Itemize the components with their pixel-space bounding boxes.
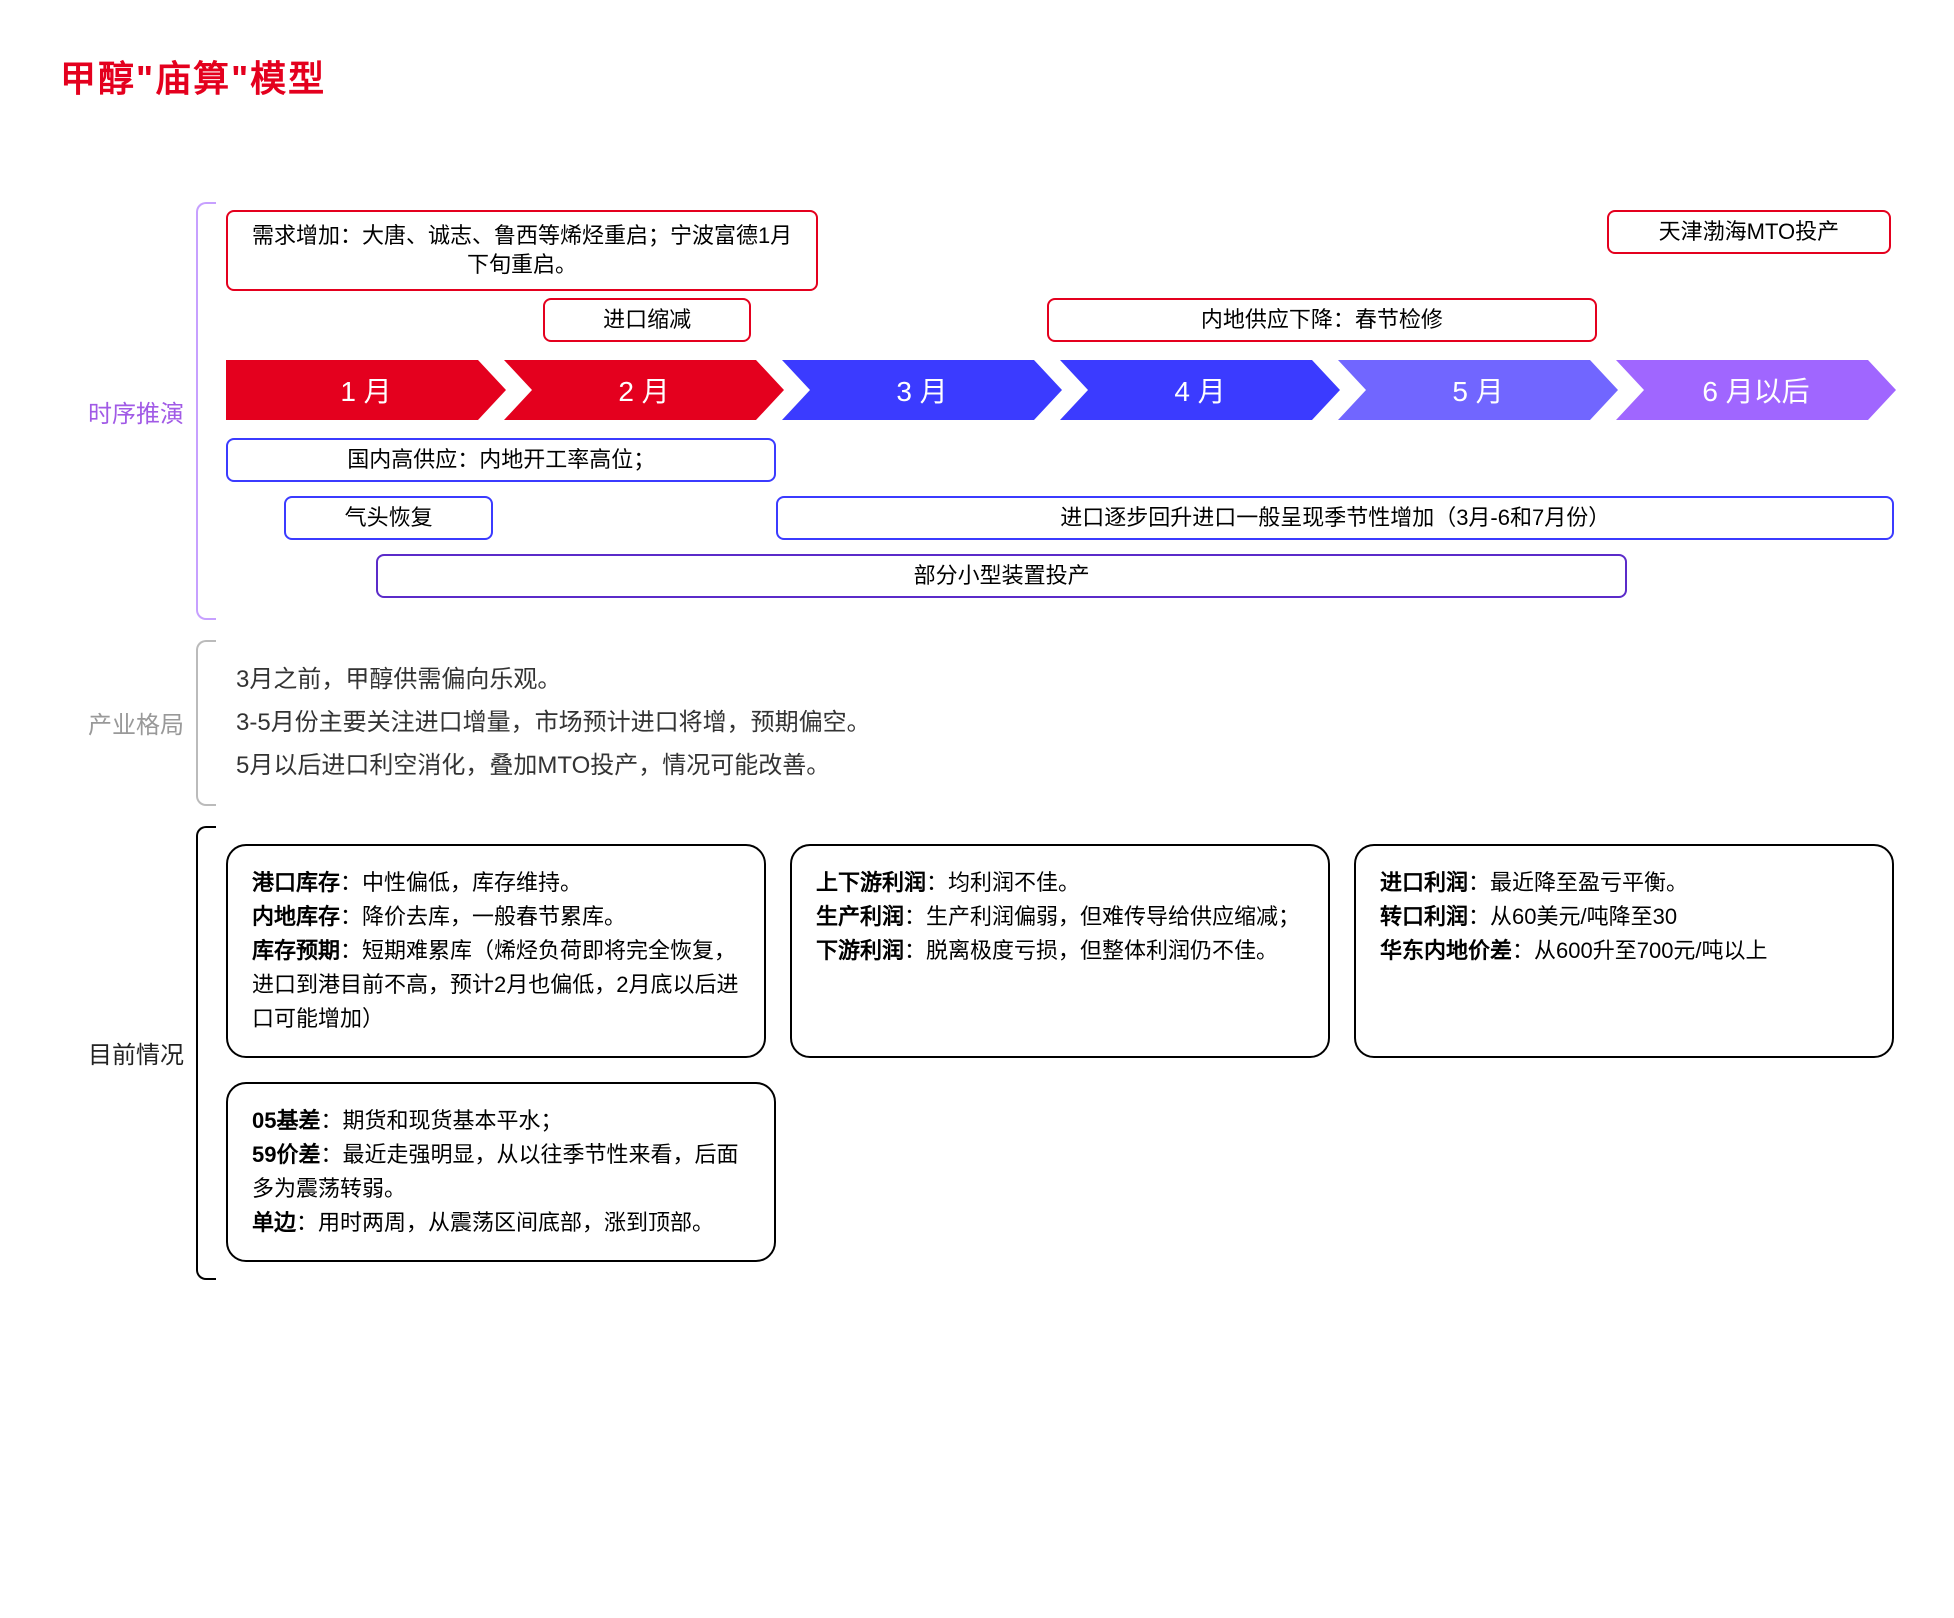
annotation-pill: 进口逐步回升进口一般呈现季节性增加（3月-6和7月份）	[776, 496, 1894, 540]
industry-line: 5月以后进口利空消化，叠加MTO投产，情况可能改善。	[236, 744, 1894, 787]
info-card: 港口库存：中性偏低，库存维持。内地库存：降价去库，一般春节累库。库存预期：短期难…	[226, 844, 766, 1058]
page-title: 甲醇"庙算"模型	[60, 50, 1894, 102]
timeline-month: 3 月	[782, 360, 1062, 420]
section-label-current: 目前情况	[60, 826, 190, 1281]
timeline-month: 6 月以后	[1616, 360, 1896, 420]
timeline-month: 4 月	[1060, 360, 1340, 420]
timeline-arrows: 1 月2 月3 月4 月5 月6 月以后	[226, 360, 1894, 420]
annotation-pill: 进口缩减	[543, 298, 752, 342]
annotation-pill: 天津渤海MTO投产	[1607, 210, 1891, 254]
section-label-timeline: 时序推演	[60, 202, 190, 620]
timeline-month: 5 月	[1338, 360, 1618, 420]
section-current: 目前情况 港口库存：中性偏低，库存维持。内地库存：降价去库，一般春节累库。库存预…	[60, 826, 1894, 1281]
annotation-pill: 内地供应下降：春节检修	[1047, 298, 1597, 342]
section-industry: 产业格局 3月之前，甲醇供需偏向乐观。3-5月份主要关注进口增量，市场预计进口将…	[60, 640, 1894, 806]
industry-line: 3月之前，甲醇供需偏向乐观。	[236, 658, 1894, 701]
info-card: 上下游利润：均利润不佳。生产利润：生产利润偏弱，但难传导给供应缩减；下游利润：脱…	[790, 844, 1330, 1058]
info-card: 进口利润：最近降至盈亏平衡。转口利润：从60美元/吨降至30华东内地价差：从60…	[1354, 844, 1894, 1058]
annotation-pill: 国内高供应：内地开工率高位；	[226, 438, 776, 482]
timeline-month: 2 月	[504, 360, 784, 420]
annotation-pill: 部分小型装置投产	[376, 554, 1627, 598]
section-timeline: 时序推演 需求增加：大唐、诚志、鲁西等烯烃重启；宁波富德1月下旬重启。 天津渤海M…	[60, 202, 1894, 620]
info-card: 05基差：期货和现货基本平水；59价差：最近走强明显，从以往季节性来看，后面多为…	[226, 1082, 776, 1262]
industry-line: 3-5月份主要关注进口增量，市场预计进口将增，预期偏空。	[236, 701, 1894, 744]
annotation-pill: 气头恢复	[284, 496, 493, 540]
section-label-industry: 产业格局	[60, 640, 190, 806]
annotation-pill: 需求增加：大唐、诚志、鲁西等烯烃重启；宁波富德1月下旬重启。	[226, 210, 818, 291]
bracket-icon	[190, 202, 216, 620]
bracket-icon	[190, 640, 216, 806]
bracket-icon	[190, 826, 216, 1281]
timeline-month: 1 月	[226, 360, 506, 420]
